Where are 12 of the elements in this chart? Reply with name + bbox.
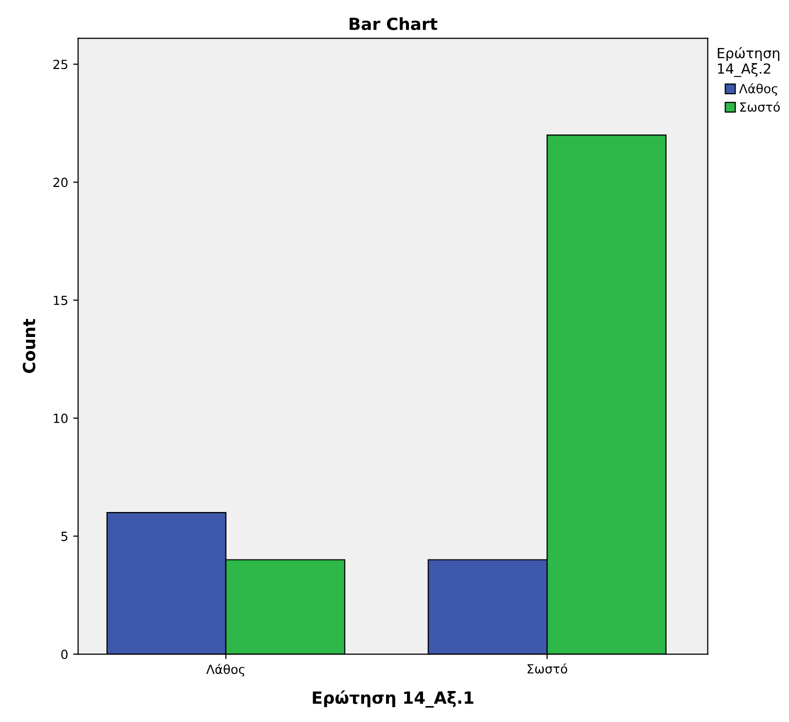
y-tick-label: 20 (53, 178, 68, 188)
y-tick-label: 5 (61, 532, 68, 542)
y-tick-label: 0 (61, 650, 68, 660)
legend-label: Λάθος (739, 83, 778, 96)
y-axis-title: Count (22, 318, 36, 374)
x-axis-title: Ερώτηση 14_Αξ.1 (312, 690, 474, 708)
legend-label: Σωστό (740, 102, 780, 112)
y-tick-label: 15 (54, 296, 68, 306)
y-tick-label: 10 (54, 414, 68, 424)
y-tick-label: 25 (53, 60, 68, 70)
chart-title: Bar Chart (350, 17, 438, 30)
legend-title: Ερώτηση 14_Αξ.2 (718, 47, 780, 77)
